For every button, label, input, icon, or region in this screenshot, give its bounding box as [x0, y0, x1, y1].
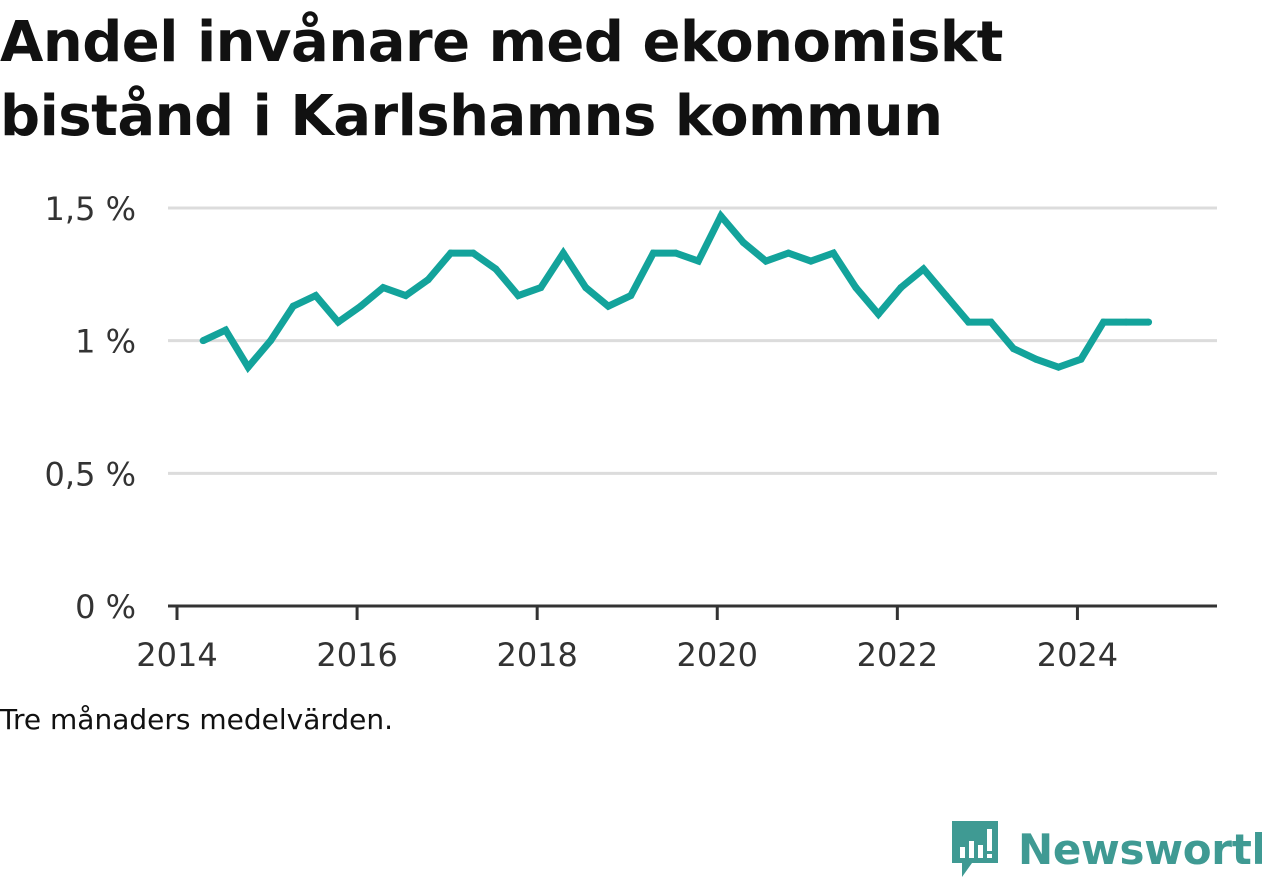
y-tick-label: 0,5 %: [45, 455, 136, 493]
data-point: [1077, 355, 1085, 363]
data-point: [402, 292, 410, 300]
x-tick-label: 2024: [1037, 636, 1118, 674]
y-tick-label: 1 %: [75, 323, 136, 361]
data-point: [874, 310, 882, 318]
x-tick-label: 2016: [316, 636, 397, 674]
series-line: [201, 209, 1149, 374]
series-layer: [199, 209, 1153, 374]
y-axis-labels: 0 % 0,5 % 1 % 1,5 %: [45, 190, 136, 626]
data-point: [469, 249, 477, 257]
data-point: [312, 292, 320, 300]
data-point: [604, 302, 612, 310]
data-point: [1010, 345, 1018, 353]
data-point: [987, 318, 995, 326]
brand-logo[interactable]: Newsworthy: [950, 818, 1262, 880]
brand-name: Newsworthy: [1018, 824, 1262, 874]
data-point: [649, 249, 657, 257]
data-point: [1055, 363, 1063, 371]
x-tick-label: 2018: [496, 636, 577, 674]
data-point: [784, 249, 792, 257]
data-point: [1032, 355, 1040, 363]
data-point: [537, 284, 545, 292]
data-point: [829, 249, 837, 257]
data-point: [717, 212, 725, 220]
data-point: [334, 318, 342, 326]
data-point: [514, 292, 522, 300]
data-point: [199, 337, 207, 345]
y-tick-label: 1,5 %: [45, 190, 136, 228]
x-tick-label: 2020: [677, 636, 758, 674]
data-point: [1122, 318, 1130, 326]
data-point: [1145, 318, 1153, 326]
data-point: [244, 363, 252, 371]
data-point: [222, 326, 230, 334]
data-point: [852, 284, 860, 292]
data-point: [897, 284, 905, 292]
line-chart: 0 % 0,5 % 1 % 1,5 % 2014 2016 2018 2020 2022 202…: [45, 190, 1217, 674]
x-tick-label: 2022: [857, 636, 938, 674]
data-point: [672, 249, 680, 257]
y-tick-label: 0 %: [75, 588, 136, 626]
chart-title: Andel invånare med ekonomiskt bistånd i …: [0, 10, 1003, 149]
data-point: [739, 238, 747, 246]
x-axis: [168, 604, 1217, 620]
data-point: [942, 292, 950, 300]
data-point: [919, 265, 927, 273]
data-point: [1100, 318, 1108, 326]
data-point: [447, 249, 455, 257]
data-point: [379, 284, 387, 292]
data-point: [582, 284, 590, 292]
grid-lines: [168, 206, 1217, 475]
chart-note: Tre månaders medelvärden.: [0, 703, 394, 736]
data-point: [627, 292, 635, 300]
data-point: [694, 257, 702, 265]
data-point: [289, 302, 297, 310]
data-point: [964, 318, 972, 326]
x-tick-label: 2014: [136, 636, 217, 674]
x-axis-labels: 2014 2016 2018 2020 2022 2024: [136, 636, 1118, 674]
data-point: [267, 337, 275, 345]
data-point: [357, 302, 365, 310]
data-point: [807, 257, 815, 265]
data-point: [424, 276, 432, 284]
data-point: [559, 249, 567, 257]
data-point: [762, 257, 770, 265]
newsworthy-logo-icon: [952, 821, 998, 877]
data-point: [492, 265, 500, 273]
